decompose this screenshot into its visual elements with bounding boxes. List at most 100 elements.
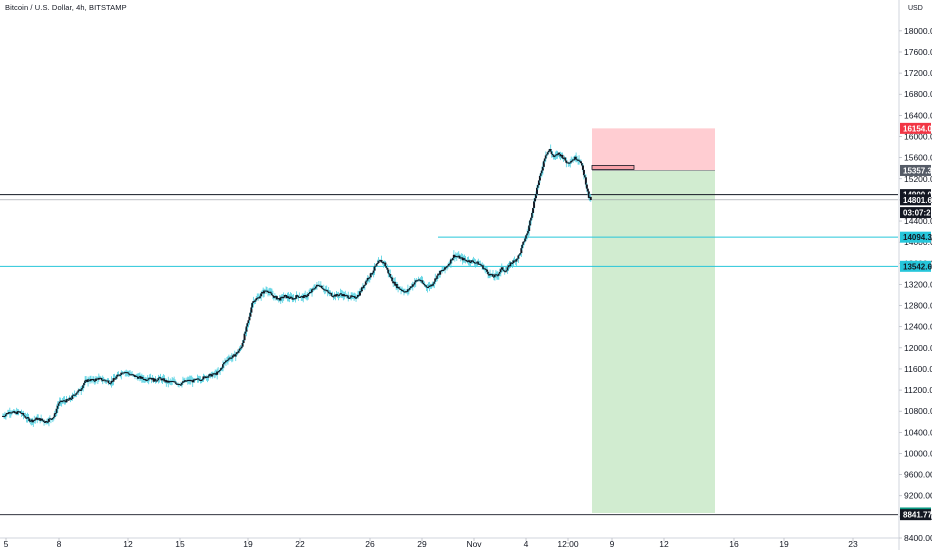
candle-body-264	[260, 293, 263, 297]
candle-body-601	[589, 196, 592, 201]
candle-body-538	[528, 225, 531, 232]
candle-body-590	[579, 160, 582, 162]
horizontal-lines[interactable]	[0, 194, 898, 516]
candle-body-576	[565, 160, 568, 163]
candle-body-210	[207, 376, 210, 378]
candle-body-394	[387, 269, 390, 274]
y-tick-label-19: 10400.00	[904, 427, 932, 437]
price-tag-bg-4	[900, 207, 931, 219]
candle-body-530	[520, 248, 523, 254]
price-tag-bg-5	[900, 231, 931, 243]
candle-body-544	[534, 198, 537, 202]
candle-body-575	[564, 157, 567, 161]
y-tick-label-1: 17600.00	[904, 47, 932, 57]
candle-body-430	[422, 282, 425, 284]
candle-body-332	[326, 290, 329, 292]
candle-body-53	[53, 413, 56, 417]
candle-body-316	[311, 289, 314, 293]
candle-body-201	[198, 379, 201, 381]
candle-body-532	[522, 241, 525, 245]
candle-body-383	[376, 262, 379, 265]
candle-body-63	[63, 400, 66, 402]
candle-body-421	[413, 282, 416, 285]
candle-body-9	[10, 412, 13, 414]
candle-body-320	[314, 286, 317, 289]
candle-body-457	[448, 263, 451, 265]
candle-body-214	[211, 374, 214, 377]
x-tick-label-10: 12:00	[557, 539, 579, 549]
candle-body-275	[270, 293, 273, 296]
candle-body-52	[52, 416, 55, 418]
candle-body-311	[306, 296, 309, 298]
candle-body-367	[360, 287, 363, 292]
candle-body-528	[518, 254, 521, 256]
candle-body-12	[13, 411, 16, 414]
y-tick-label-0: 18000.00	[904, 26, 932, 36]
price-tag-bg-8	[900, 509, 931, 521]
candle-body-242	[238, 348, 241, 351]
x-tick-label-12: 12	[659, 539, 669, 549]
candle-body-503	[493, 274, 496, 277]
x-tick-label-11: 9	[610, 539, 615, 549]
candle-body-224	[221, 367, 224, 369]
y-tick-label-21: 9600.00	[904, 470, 932, 480]
candle-body-57	[57, 403, 60, 406]
candle-body-111	[110, 380, 113, 384]
candle-body-581	[570, 161, 573, 163]
position-tool[interactable]	[591, 128, 715, 513]
candle-body-514	[504, 271, 507, 273]
candle-body-512	[502, 269, 505, 271]
candle-body-80	[80, 389, 83, 391]
candle-body-251	[247, 320, 250, 324]
candle-body-267	[263, 290, 266, 294]
candle-body-255	[251, 302, 254, 308]
candle-body-15	[16, 411, 19, 415]
currency-label: USD	[908, 5, 923, 12]
candle-body-3	[4, 414, 7, 417]
candle-body-263	[259, 296, 262, 299]
take-profit-zone[interactable]	[592, 170, 715, 513]
candle-body-482	[473, 261, 476, 264]
candle-body-521	[511, 263, 514, 265]
candle-body-31	[32, 420, 35, 423]
candle-body-230	[226, 359, 229, 361]
candle-body-2	[3, 416, 6, 418]
candle-body-360	[354, 296, 357, 299]
candle-body-591	[580, 161, 583, 164]
candle-body-337	[331, 295, 334, 297]
candle-body-101	[100, 377, 103, 381]
candle-body-419	[411, 284, 414, 287]
candle-body-564	[553, 156, 556, 158]
candle-body-380	[373, 266, 376, 271]
candle-body-121	[120, 372, 123, 375]
candle-body-71	[71, 395, 74, 399]
y-tick-label-15: 12000.00	[904, 343, 932, 353]
candle-body-108	[107, 380, 110, 383]
candle-body-418	[410, 286, 413, 288]
candle-body-287	[282, 296, 285, 299]
candle-body-507	[497, 273, 500, 276]
candle-body-139	[137, 376, 140, 379]
candle-body-258	[254, 300, 257, 302]
candle-body-379	[372, 270, 375, 273]
stop-loss-zone[interactable]	[592, 128, 715, 171]
candle-body-271	[267, 290, 270, 293]
candle-body-508	[498, 272, 501, 274]
candle-body-344	[338, 294, 341, 296]
candle-body-274	[269, 291, 272, 294]
candle-body-49	[49, 418, 52, 420]
candle-body-511	[501, 267, 504, 270]
candle-body-541	[531, 212, 534, 218]
candle-body-82	[82, 385, 85, 389]
candle-body-539	[529, 220, 532, 226]
y-tick-label-7: 15200.00	[904, 174, 932, 184]
candle-body-336	[330, 293, 333, 296]
candle-body-301	[296, 295, 299, 297]
candle-body-226	[223, 362, 226, 365]
y-tick-label-5: 16000.00	[904, 132, 932, 142]
y-tick-label-13: 12800.00	[904, 301, 932, 311]
candle-body-454	[446, 266, 449, 268]
candle-body-295	[290, 296, 293, 298]
